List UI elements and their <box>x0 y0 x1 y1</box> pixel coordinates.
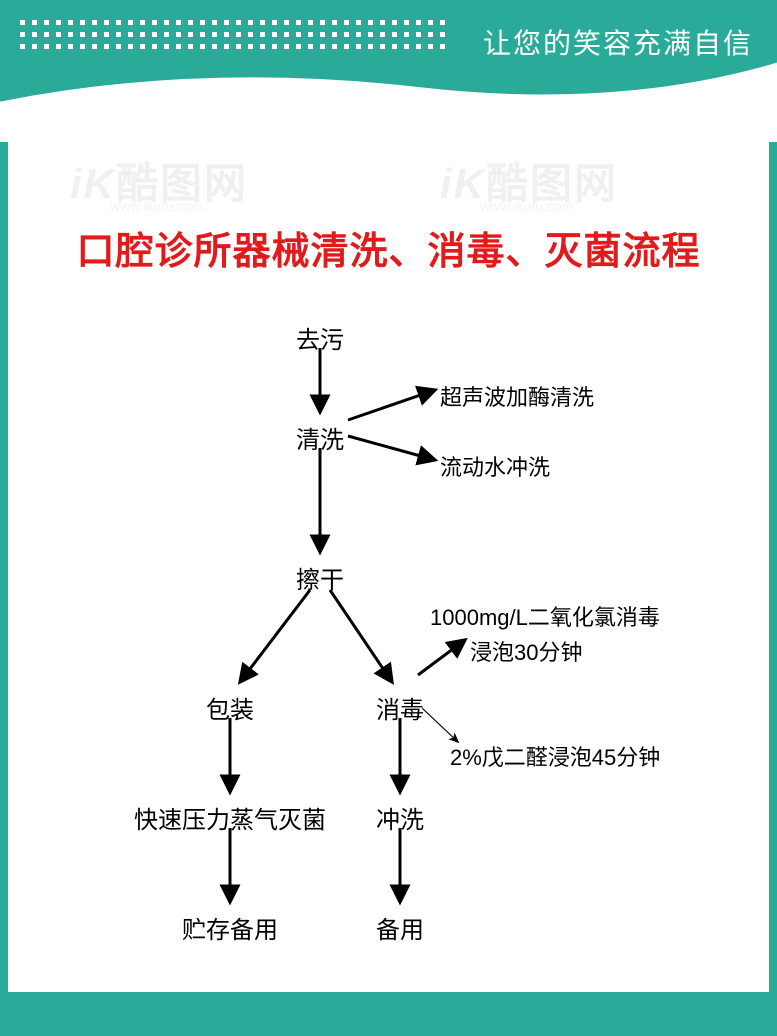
footer-bar <box>8 992 769 1028</box>
dot-row <box>20 44 445 49</box>
flow-node-n3: 擦干 <box>296 560 344 595</box>
flow-node-n6: 快速压力蒸气灭菌 <box>134 800 326 835</box>
flow-node-n4: 包装 <box>206 690 254 725</box>
flowchart: 去污清洗擦干包装 消毒快速压力蒸气灭菌 冲洗贮存备用 备用 超声波加酶清洗流动水冲洗 1… <box>0 300 777 1000</box>
flow-side-s3a: 1000mg/L二氧化氯消毒 <box>430 600 660 632</box>
flow-side-s3b: 浸泡30分钟 <box>470 635 582 667</box>
watermark-url-right: www.ikutu.com <box>480 198 573 214</box>
header-curve <box>0 52 777 142</box>
flow-node-n9: 备用 <box>376 910 424 945</box>
flow-side-s1: 超声波加酶清洗 <box>440 380 594 412</box>
flow-node-n7: 冲洗 <box>376 800 424 835</box>
flow-node-n5: 消毒 <box>376 690 424 725</box>
flow-node-n8: 贮存备用 <box>182 910 278 945</box>
flow-arrows <box>0 300 777 1000</box>
flow-side-s2: 流动水冲洗 <box>440 450 550 482</box>
flow-node-n1: 去污 <box>296 320 344 355</box>
dot-row <box>20 20 445 25</box>
flow-node-n2: 清洗 <box>296 420 344 455</box>
header: 让您的笑容充满自信 <box>0 0 777 140</box>
main-title: 口腔诊所器械清洗、消毒、灭菌流程 <box>0 220 777 275</box>
dot-row <box>20 32 445 37</box>
flow-side-s4: 2%戊二醛浸泡45分钟 <box>450 740 660 772</box>
watermark-url-left: www.ikutu.com <box>110 198 203 214</box>
